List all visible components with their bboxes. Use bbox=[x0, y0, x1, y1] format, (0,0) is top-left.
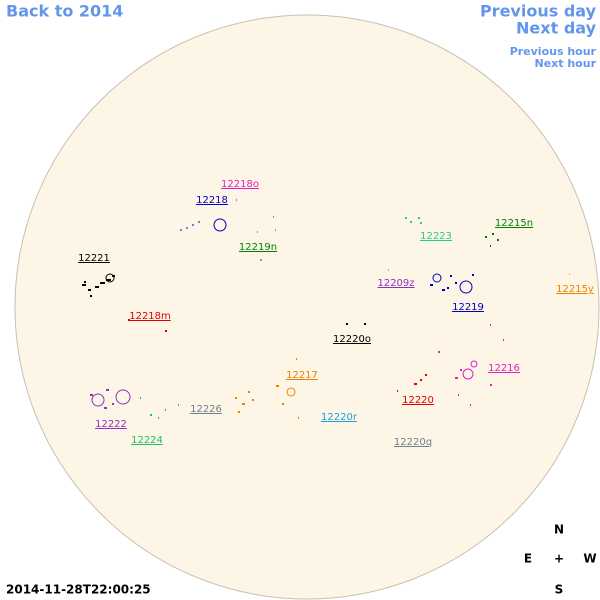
sunspot bbox=[91, 393, 105, 407]
next-day-link[interactable]: Next day bbox=[516, 19, 597, 38]
region-labels: 12218o 12218 12219n 12221 12218m 12223 1… bbox=[78, 179, 594, 448]
compass-south: S bbox=[555, 583, 564, 597]
sunspot bbox=[140, 397, 179, 419]
previous-hour-link[interactable]: Previous hour bbox=[510, 45, 597, 58]
previous-day-link[interactable]: Previous day bbox=[480, 2, 597, 21]
region-label: 12215y bbox=[556, 284, 594, 295]
sunspot bbox=[90, 389, 114, 409]
region-label: 12220q bbox=[394, 437, 432, 448]
sunspot bbox=[235, 358, 299, 419]
region-label: 12224 bbox=[131, 435, 163, 446]
compass-center: + bbox=[554, 552, 564, 566]
solar-disk bbox=[14, 14, 600, 600]
region-label: 12217 bbox=[286, 370, 318, 381]
sunspot bbox=[257, 216, 276, 261]
region-label: 12220r bbox=[321, 412, 358, 423]
region-label: 12219 bbox=[452, 302, 484, 313]
sunspot bbox=[485, 233, 499, 247]
next-hour-link[interactable]: Next hour bbox=[535, 57, 597, 70]
compass-north: N bbox=[554, 523, 564, 537]
sunspot bbox=[213, 218, 227, 232]
compass-east: E bbox=[524, 552, 532, 566]
region-label: 12218m bbox=[129, 311, 171, 322]
sunspot bbox=[397, 374, 427, 392]
sunspot bbox=[430, 274, 474, 291]
sunspot bbox=[432, 273, 442, 283]
region-label: 12218 bbox=[196, 195, 228, 206]
sunspot bbox=[105, 273, 115, 283]
sunspot bbox=[115, 389, 131, 405]
region-label: 12221 bbox=[78, 253, 110, 264]
sunspot bbox=[470, 360, 478, 368]
sunspot bbox=[180, 199, 237, 231]
sunspot bbox=[462, 368, 474, 380]
sunspot bbox=[438, 324, 504, 406]
sunspots bbox=[82, 199, 570, 419]
back-link[interactable]: Back to 2014 bbox=[6, 2, 123, 21]
region-label: 12215n bbox=[495, 218, 533, 229]
sunspot bbox=[286, 387, 296, 397]
sunspot bbox=[405, 217, 422, 224]
region-label: 12219n bbox=[239, 242, 277, 253]
region-label: 12220 bbox=[402, 395, 434, 406]
region-label: 12209z bbox=[377, 278, 414, 289]
region-label: 12222 bbox=[95, 419, 127, 430]
region-label: 12223 bbox=[420, 231, 452, 242]
region-label: 12216 bbox=[488, 363, 520, 374]
region-label: 12220o bbox=[333, 334, 371, 345]
timestamp: 2014-11-28T22:00:25 bbox=[6, 583, 151, 597]
compass-west: W bbox=[583, 552, 596, 566]
sunspot bbox=[128, 319, 167, 332]
region-label: 12226 bbox=[190, 404, 222, 415]
region-label: 12218o bbox=[221, 179, 259, 190]
sunspot bbox=[459, 280, 473, 294]
